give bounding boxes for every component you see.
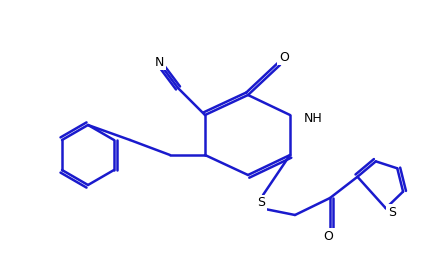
Text: S: S [257, 197, 265, 210]
Text: O: O [279, 51, 289, 63]
Text: NH: NH [303, 112, 322, 125]
Text: O: O [323, 229, 333, 242]
Text: N: N [155, 55, 163, 68]
Text: S: S [388, 206, 396, 219]
